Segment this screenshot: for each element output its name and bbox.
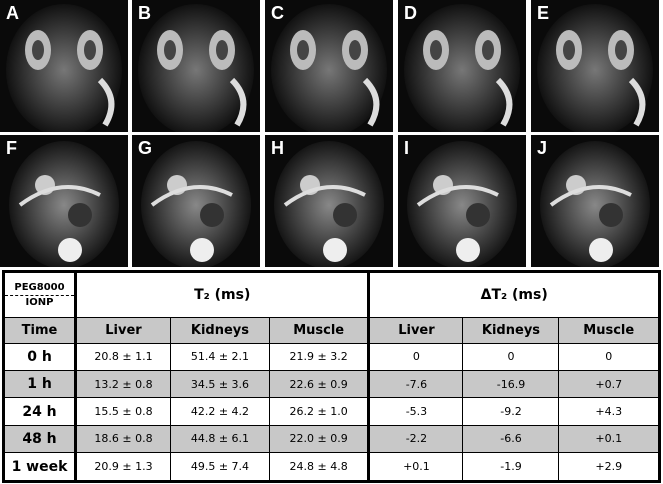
column-header-row: Time Liver Kidneys Muscle Liver Kidneys Muscle — [3, 317, 660, 344]
value-cell: 13.2 ± 0.8 — [74, 370, 171, 399]
header-row: PEG8000 IONP T₂ (ms) ΔT₂ (ms) — [3, 271, 660, 318]
panel-label: E — [537, 3, 550, 23]
mri-texture — [9, 141, 119, 267]
value-cell: 21.9 ± 3.2 — [268, 342, 370, 372]
value-cell: -16.9 — [462, 370, 560, 399]
mri-texture — [540, 141, 650, 267]
panel-label: C — [271, 3, 284, 23]
value-cell: 15.5 ± 0.8 — [74, 397, 171, 426]
group-header: T₂ (ms) — [73, 271, 370, 318]
mri-texture — [138, 4, 254, 132]
data-row: 1 week 20.9 ± 1.3 49.5 ± 7.4 24.8 ± 4.8 +0.1… — [3, 452, 660, 482]
column-header: Muscle — [268, 317, 370, 344]
value-cell: 26.2 ± 1.0 — [268, 397, 370, 426]
column-header: Muscle — [558, 317, 660, 344]
value-cell: 49.5 ± 7.4 — [170, 452, 270, 482]
value-cell: 20.9 ± 1.3 — [74, 452, 171, 482]
panel-label: A — [6, 3, 19, 23]
mri-image: H — [265, 135, 393, 267]
corner-text: PEG8000 — [14, 281, 65, 293]
panel-label: G — [138, 138, 153, 158]
corner-cell: PEG8000 IONP — [3, 271, 76, 318]
value-cell: 18.6 ± 0.8 — [74, 424, 171, 454]
mri-image: I — [398, 135, 526, 267]
mri-image: D — [398, 0, 526, 132]
time-cell: 48 h — [3, 424, 76, 454]
column-header: Kidneys — [170, 317, 270, 344]
panel-label: D — [404, 3, 417, 23]
value-cell: -2.2 — [367, 424, 464, 454]
panel-label: H — [271, 138, 284, 158]
data-row: 1 h 13.2 ± 0.8 34.5 ± 3.6 22.6 ± 0.9 -7.6 -16… — [3, 370, 660, 399]
data-row: 48 h 18.6 ± 0.8 44.8 ± 6.1 22.0 ± 0.9 -2.2 -6… — [3, 424, 660, 454]
value-cell: -7.6 — [367, 370, 464, 399]
mri-texture — [537, 4, 653, 132]
value-cell: -9.2 — [462, 397, 560, 426]
value-cell: 44.8 ± 6.1 — [170, 424, 270, 454]
column-header: Liver — [74, 317, 171, 344]
mri-image: C — [265, 0, 393, 132]
value-cell: 0 — [367, 342, 464, 372]
results-table: PEG8000 IONP T₂ (ms) ΔT₂ (ms) Time Liver Kidne… — [2, 270, 661, 483]
value-cell: -6.6 — [462, 424, 560, 454]
panel-label: F — [6, 138, 17, 158]
value-cell: 0 — [558, 342, 660, 372]
data-row: 0 h 20.8 ± 1.1 51.4 ± 2.1 21.9 ± 3.2 0 0 0 — [3, 342, 660, 372]
mri-image: G — [132, 135, 260, 267]
mri-texture — [271, 4, 387, 132]
group-header: ΔT₂ (ms) — [367, 271, 660, 318]
value-cell: -5.3 — [367, 397, 464, 426]
mri-texture — [6, 4, 122, 132]
value-cell: 34.5 ± 3.6 — [170, 370, 270, 399]
corner-text: IONP — [5, 294, 74, 310]
column-header: Liver — [367, 317, 464, 344]
mri-image: A — [0, 0, 128, 132]
column-header: Kidneys — [462, 317, 560, 344]
time-cell: 1 h — [3, 370, 76, 399]
value-cell: +0.1 — [558, 424, 660, 454]
mri-image: F — [0, 135, 128, 267]
mri-image: J — [531, 135, 659, 267]
column-header: Time — [3, 317, 76, 344]
data-row: 24 h 15.5 ± 0.8 42.2 ± 4.2 26.2 ± 1.0 -5.3 -9… — [3, 397, 660, 426]
mri-texture — [141, 141, 251, 267]
value-cell: 0 — [462, 342, 560, 372]
time-cell: 24 h — [3, 397, 76, 426]
value-cell: +4.3 — [558, 397, 660, 426]
value-cell: 24.8 ± 4.8 — [268, 452, 370, 482]
value-cell: 22.6 ± 0.9 — [268, 370, 370, 399]
mri-texture — [404, 4, 520, 132]
panel-label: J — [537, 138, 548, 158]
mri-image: B — [132, 0, 260, 132]
mri-texture — [407, 141, 517, 267]
value-cell: +2.9 — [558, 452, 660, 482]
value-cell: 42.2 ± 4.2 — [170, 397, 270, 426]
value-cell: 20.8 ± 1.1 — [74, 342, 171, 372]
panel-label: I — [404, 138, 410, 158]
value-cell: -1.9 — [462, 452, 560, 482]
panel-label: B — [138, 3, 151, 23]
value-cell: +0.7 — [558, 370, 660, 399]
time-cell: 1 week — [3, 452, 76, 482]
mri-texture — [274, 141, 384, 267]
time-cell: 0 h — [3, 342, 76, 372]
value-cell: 22.0 ± 0.9 — [268, 424, 370, 454]
value-cell: +0.1 — [367, 452, 464, 482]
mri-image: E — [531, 0, 659, 132]
value-cell: 51.4 ± 2.1 — [170, 342, 270, 372]
